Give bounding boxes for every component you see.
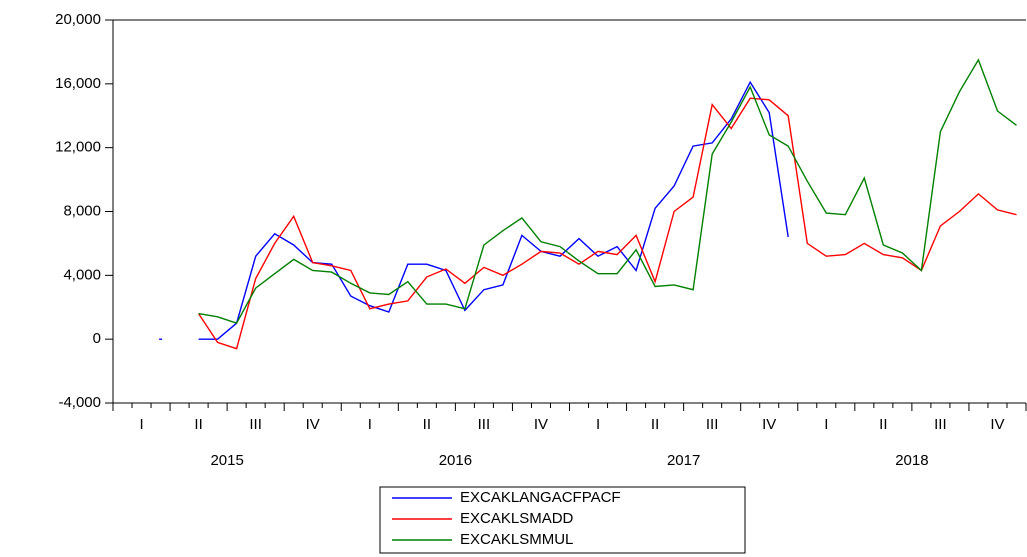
year-label: 2017 <box>667 452 700 469</box>
year-label: 2016 <box>439 452 472 469</box>
quarter-label: II <box>651 416 659 433</box>
quarter-label: I <box>368 416 372 433</box>
series-line <box>159 80 789 340</box>
quarter-label: I <box>596 416 600 433</box>
legend-label: EXCAKLSMADD <box>460 510 574 527</box>
y-tick-label: 12,000 <box>55 139 101 156</box>
y-tick-label: 16,000 <box>55 75 101 92</box>
quarter-label: II <box>879 416 887 433</box>
quarter-label: III <box>934 416 947 433</box>
series-line <box>198 58 1017 325</box>
quarter-label: III <box>706 416 719 433</box>
quarter-label: II <box>423 416 431 433</box>
quarter-label: I <box>139 416 143 433</box>
legend-label: EXCAKLANGACFPACF <box>460 489 621 506</box>
quarter-label: II <box>194 416 202 433</box>
y-tick-label: 20,000 <box>55 11 101 28</box>
year-label: 2018 <box>895 452 928 469</box>
y-tick-label: 0 <box>93 330 101 347</box>
y-tick-label: -4,000 <box>58 394 101 411</box>
quarter-label: III <box>249 416 262 433</box>
quarter-label: IV <box>990 416 1004 433</box>
y-tick-label: 8,000 <box>63 202 101 219</box>
y-tick-label: 4,000 <box>63 266 101 283</box>
series-line <box>198 97 1017 350</box>
year-label: 2015 <box>210 452 243 469</box>
quarter-label: IV <box>306 416 320 433</box>
quarter-label: I <box>824 416 828 433</box>
quarter-label: III <box>478 416 491 433</box>
legend-label: EXCAKLSMMUL <box>460 531 573 548</box>
quarter-label: IV <box>762 416 776 433</box>
quarter-label: IV <box>534 416 548 433</box>
